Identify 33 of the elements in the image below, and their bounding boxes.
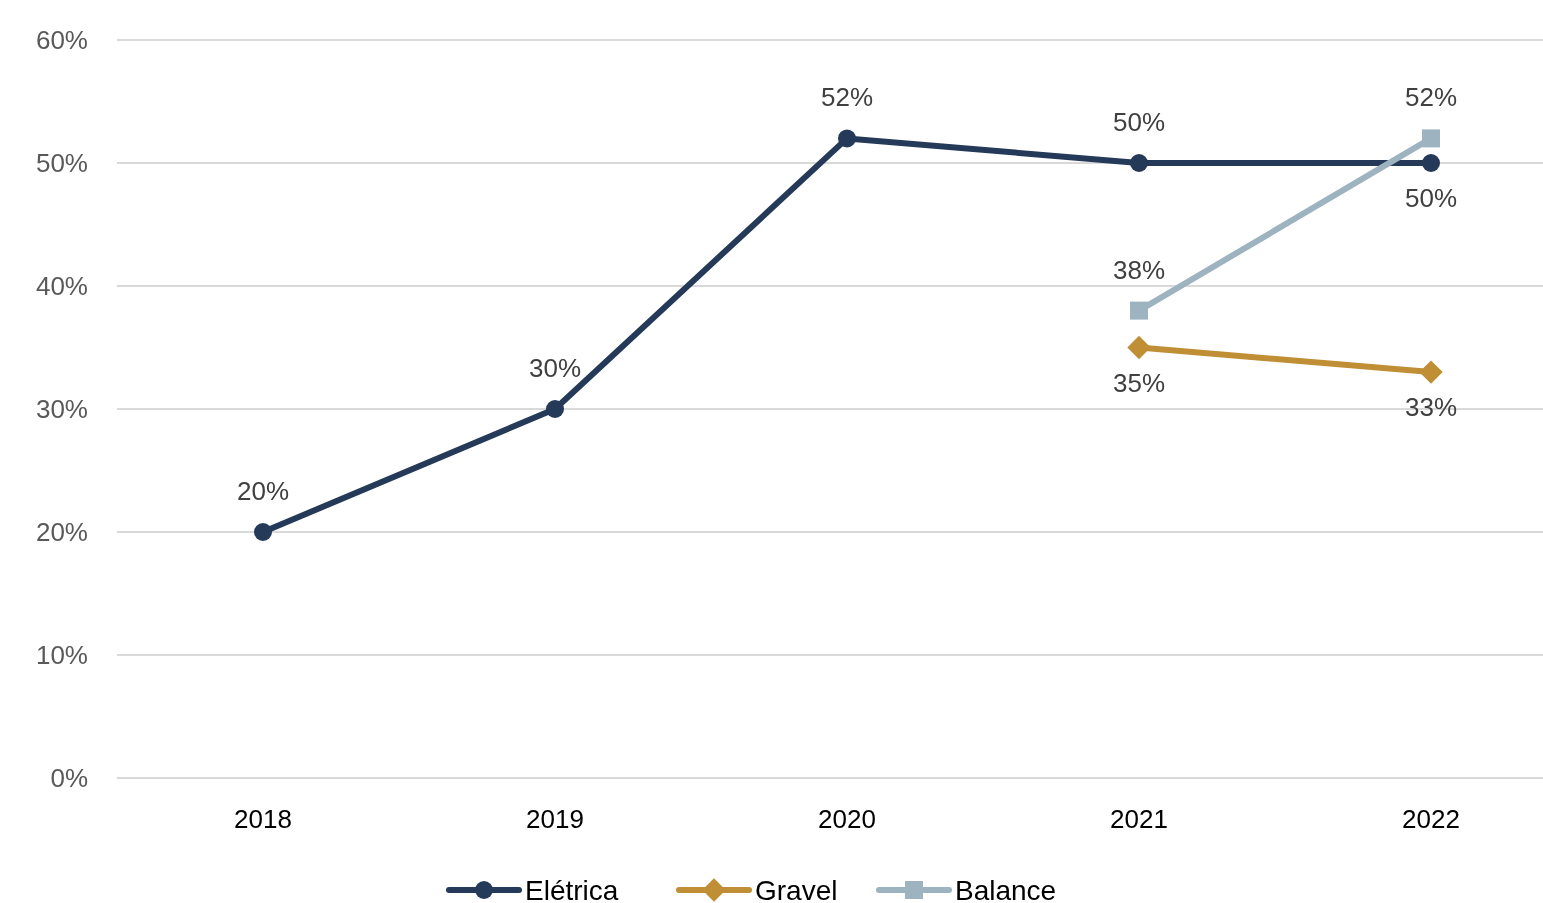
- y-tick-label: 30%: [35, 394, 88, 424]
- point: [1130, 301, 1148, 320]
- data-label: 38%: [1112, 254, 1166, 285]
- y-tick-label: 10%: [35, 640, 88, 670]
- legend-label: Elétrica: [525, 875, 619, 903]
- point: [1127, 335, 1151, 360]
- data-label: 33%: [1404, 392, 1458, 423]
- data-label: 50%: [1112, 107, 1166, 137]
- point: [546, 400, 564, 418]
- y-tick-label: 20%: [35, 517, 88, 547]
- x-tick-label: 2020: [818, 804, 876, 834]
- x-tick-label: 2021: [1110, 804, 1168, 834]
- point: [838, 129, 856, 148]
- point: [1419, 360, 1443, 384]
- point: [254, 523, 272, 541]
- data-label: 35%: [1112, 367, 1166, 398]
- x-tick-label: 2018: [234, 804, 292, 834]
- point: [1422, 129, 1440, 148]
- data-label: 30%: [528, 353, 582, 383]
- data-label: 52%: [1404, 82, 1458, 113]
- x-tick-label: 2019: [526, 804, 584, 834]
- data-label: 50%: [1404, 183, 1458, 213]
- y-tick-label: 60%: [35, 25, 88, 55]
- point: [1422, 154, 1440, 172]
- point: [1130, 154, 1148, 172]
- legend-label: Balance: [955, 875, 1057, 903]
- y-tick-label: 50%: [35, 148, 88, 178]
- y-tick-label: 0%: [50, 763, 88, 793]
- x-tick-label: 2022: [1402, 804, 1460, 834]
- y-tick-label: 40%: [35, 271, 88, 301]
- data-label: 52%: [820, 82, 874, 113]
- data-label: 20%: [236, 476, 290, 506]
- legend-label: Gravel: [755, 875, 838, 903]
